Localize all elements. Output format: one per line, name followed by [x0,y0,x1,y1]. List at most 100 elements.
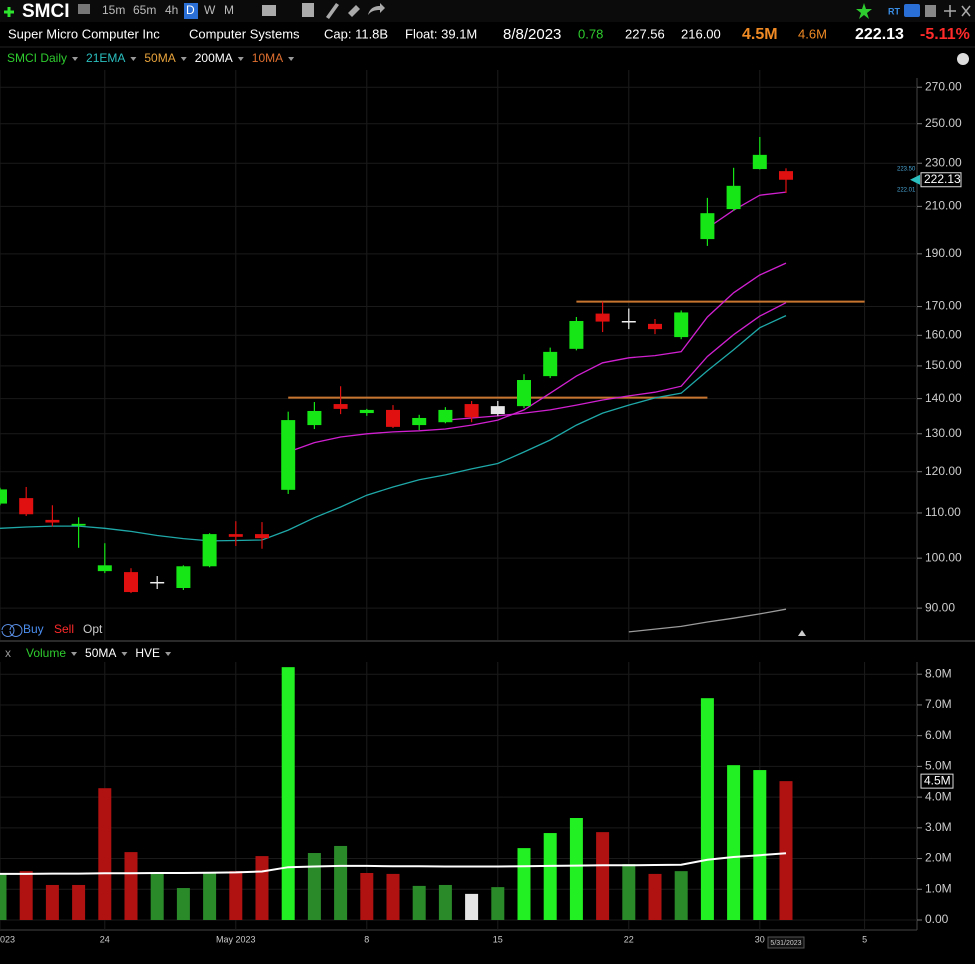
x-tick-label: 8 [364,934,369,944]
legend-label[interactable]: 200MA [195,51,233,65]
legend-label[interactable]: 50MA [144,51,175,65]
candle-body [19,498,34,515]
candle-body [281,420,296,490]
move-icon[interactable] [944,5,956,17]
volume-bar [255,856,269,920]
legend-label[interactable]: SMCI Daily [7,51,67,65]
price-box [920,172,962,188]
candle-body [464,404,479,418]
icon[interactable] [348,5,360,17]
candle-body [124,572,138,593]
add-icon[interactable] [4,7,14,17]
timeframe[interactable]: D [186,3,195,17]
candle-body [71,523,86,526]
y-tick-label: 150.00 [925,358,962,372]
quote-label: 222.01 [897,187,916,193]
candle-body [621,321,636,323]
y-tick-label: 130.00 [925,426,962,440]
y-tick-label: 170.00 [925,299,962,313]
float: Float: 39.1M [405,26,477,41]
x-tick-label: 15 [493,934,503,944]
low: 216.00 [681,26,721,41]
sell-button[interactable]: Sell [54,622,74,636]
volume: 4.5M [742,26,778,43]
candle-body [752,154,767,170]
volume-bar [281,667,295,920]
close-icon[interactable] [961,5,971,17]
legend-label[interactable]: 21EMA [86,51,125,65]
opt-button[interactable]: Opt [83,622,103,636]
icon[interactable] [925,5,936,17]
volume-bar [753,770,767,920]
candle-body [595,313,610,322]
ma-line [628,608,787,633]
y-tick-label: 230.00 [925,155,962,169]
icon[interactable] [302,3,314,17]
volume-bar [124,852,138,920]
candle-body [97,565,112,572]
change: 0.78 [578,26,603,41]
y-tick-label: 140.00 [925,391,962,405]
candle-body [517,380,531,407]
legend-dropdown [72,57,79,61]
timeframe[interactable]: 15m [102,3,125,17]
trade-icon [1,624,23,637]
candle-body [543,351,558,377]
company-name: Super Micro Computer Inc [8,26,160,41]
y-tick-label: 2.0M [925,851,952,865]
buy-button[interactable]: Buy [23,622,44,636]
icon[interactable] [78,4,90,14]
y-tick-label: 210.00 [925,199,962,213]
x-tick-label: 023 [0,934,15,944]
candle-body [150,581,165,584]
settings-icon[interactable] [957,53,969,65]
date: 8/8/2023 [503,26,561,43]
legend-label[interactable]: 50MA [85,646,116,660]
volume-bar [176,888,190,920]
volume-bar [779,781,793,920]
icon[interactable] [904,4,920,17]
timeframe[interactable]: W [204,3,216,17]
candle-body [412,417,427,426]
volume-bar [622,864,636,920]
timeframe-active [184,3,198,19]
symbol[interactable]: SMCI [22,1,70,22]
volume-bar [386,873,400,920]
legend-dropdown [180,57,187,61]
timeframe[interactable]: 65m [133,3,156,17]
candle-body [569,321,584,349]
ma-line [445,302,787,421]
y-tick-label: 120.00 [925,464,962,478]
high: 227.56 [625,26,665,41]
legend-label[interactable]: 10MA [252,51,283,65]
volume-bar [0,872,7,920]
scroll-arrow[interactable] [798,630,806,636]
close-panel[interactable]: x [5,646,11,660]
volume-bar [98,788,112,920]
volume-bar [45,884,59,920]
star-icon[interactable] [856,3,872,19]
candle-body [779,171,793,180]
candle-body [228,534,243,537]
icon[interactable] [326,3,339,19]
legend-label[interactable]: HVE [135,646,160,660]
icon[interactable] [262,5,276,16]
volume-bar [72,884,86,920]
x-tick-label: 22 [624,934,634,944]
icon[interactable] [368,3,385,15]
legend-dropdown [121,652,128,656]
y-tick-label: 5.0M [925,759,952,773]
pct-change: -5.11% [920,26,970,43]
y-tick-label: 160.00 [925,327,962,341]
volume-bar [700,698,714,920]
ma-line [707,191,787,229]
timeframe[interactable]: 4h [165,3,178,17]
volume-bar [569,818,583,920]
toolbar [0,0,975,22]
candle-body [333,404,348,409]
legend-label[interactable]: Volume [26,646,66,660]
legend-dropdown [237,57,244,61]
y-tick-label: 0.00 [925,912,949,926]
y-tick-label: 190.00 [925,246,962,260]
timeframe[interactable]: M [224,3,234,17]
